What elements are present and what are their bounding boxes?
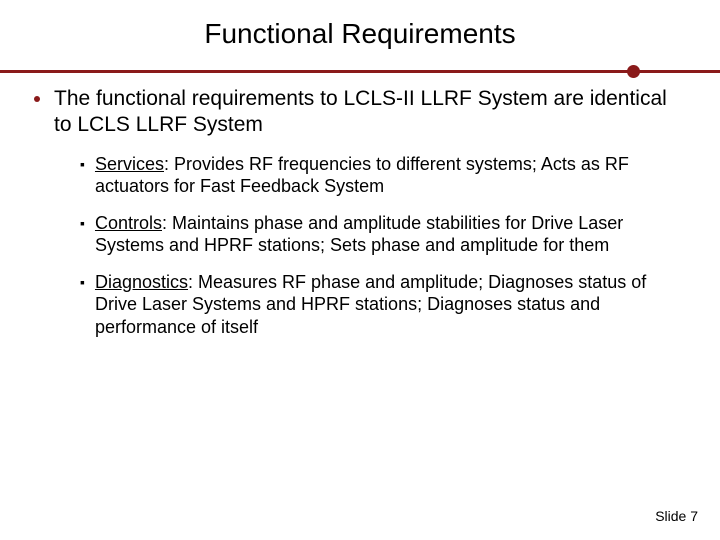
- square-bullet-icon: ▪: [80, 153, 85, 175]
- divider-line: [0, 70, 720, 73]
- bullet-level1-text: The functional requirements to LCLS-II L…: [54, 86, 686, 139]
- bullet-level2: ▪ Controls: Maintains phase and amplitud…: [80, 212, 678, 257]
- content-area: The functional requirements to LCLS-II L…: [0, 86, 720, 338]
- bullet-level1: The functional requirements to LCLS-II L…: [34, 86, 686, 139]
- bullet-level2: ▪ Diagnostics: Measures RF phase and amp…: [80, 271, 678, 339]
- bullet-level2-body: : Provides RF frequencies to different s…: [95, 154, 629, 197]
- bullet-level2-body: : Maintains phase and amplitude stabilit…: [95, 213, 623, 256]
- bullet-level2: ▪ Services: Provides RF frequencies to d…: [80, 153, 678, 198]
- disc-bullet-icon: [34, 96, 40, 102]
- bullet-level2-label: Services: [95, 154, 164, 174]
- bullet-level2-text: Controls: Maintains phase and amplitude …: [95, 212, 678, 257]
- slide-number: Slide 7: [655, 508, 698, 524]
- slide-title: Functional Requirements: [0, 0, 720, 64]
- slide: Functional Requirements The functional r…: [0, 0, 720, 540]
- bullet-level2-text: Diagnostics: Measures RF phase and ampli…: [95, 271, 678, 339]
- bullet-level2-label: Controls: [95, 213, 162, 233]
- bullet-level2-label: Diagnostics: [95, 272, 188, 292]
- square-bullet-icon: ▪: [80, 271, 85, 293]
- bullet-level2-text: Services: Provides RF frequencies to dif…: [95, 153, 678, 198]
- divider: [0, 64, 720, 78]
- square-bullet-icon: ▪: [80, 212, 85, 234]
- divider-dot-icon: [627, 65, 640, 78]
